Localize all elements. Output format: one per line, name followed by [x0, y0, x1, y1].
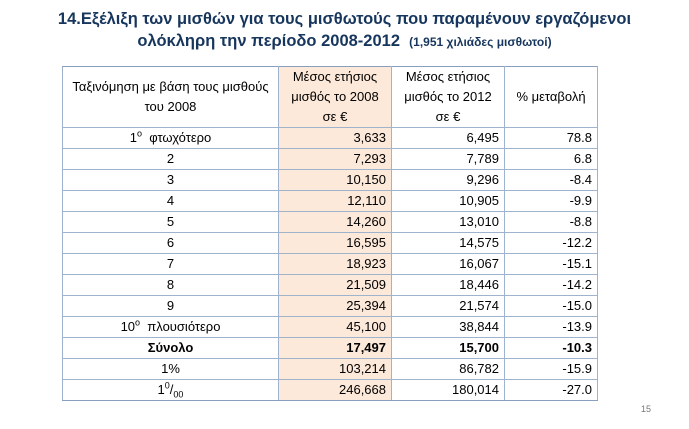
- row-label: 7: [62, 253, 279, 275]
- row-label-subscript: 00: [173, 389, 184, 400]
- row-label: 1ο φτωχότερο: [62, 127, 279, 149]
- header-classification: Ταξινόμηση με βάση τους μισθούς του 2008: [62, 66, 279, 128]
- row-label: 10ο πλουσιότερο: [62, 316, 279, 338]
- salary-2008-cell: 14,260: [278, 211, 392, 233]
- table-row: 2 7,293 7,789 6.8: [62, 148, 598, 170]
- salary-2008-cell: 16,595: [278, 232, 392, 254]
- salary-2008-cell: 17,497: [278, 337, 392, 359]
- percent-change-cell: -15.9: [504, 358, 598, 380]
- salary-2012-cell: 13,010: [391, 211, 505, 233]
- salary-2012-cell: 9,296: [391, 169, 505, 191]
- table-row: 10/00 246,668 180,014 -27.0: [62, 379, 598, 401]
- salary-2008-cell: 21,509: [278, 274, 392, 296]
- salary-2012-cell: 18,446: [391, 274, 505, 296]
- row-label: 3: [62, 169, 279, 191]
- header-salary-2012: Μέσος ετήσιος μισθός το 2012 σε €: [391, 66, 505, 128]
- row-label: 6: [62, 232, 279, 254]
- percent-change-cell: -15.0: [504, 295, 598, 317]
- salary-2012-cell: 15,700: [391, 337, 505, 359]
- percent-change-cell: -13.9: [504, 316, 598, 338]
- salary-table: Ταξινόμηση με βάση τους μισθούς του 2008…: [62, 66, 598, 401]
- table-row: 6 16,595 14,575 -12.2: [62, 232, 598, 254]
- salary-2008-cell: 12,110: [278, 190, 392, 212]
- row-label: 5: [62, 211, 279, 233]
- table-row: Σύνολο 17,497 15,700 -10.3: [62, 337, 598, 359]
- percent-change-cell: -9.9: [504, 190, 598, 212]
- row-label: 8: [62, 274, 279, 296]
- slide-title: 14.Εξέλιξη των μισθών για τους μισθωτούς…: [0, 8, 689, 53]
- table-row: 1ο φτωχότερο 3,633 6,495 78.8: [62, 127, 598, 149]
- table-row: 1% 103,214 86,782 -15.9: [62, 358, 598, 380]
- salary-2008-cell: 7,293: [278, 148, 392, 170]
- salary-2008-cell: 18,923: [278, 253, 392, 275]
- salary-2012-cell: 16,067: [391, 253, 505, 275]
- table-row: 8 21,509 18,446 -14.2: [62, 274, 598, 296]
- salary-2012-cell: 6,495: [391, 127, 505, 149]
- row-label-number: 10: [120, 319, 136, 334]
- table-header-row: Ταξινόμηση με βάση τους μισθούς του 2008…: [62, 66, 598, 128]
- percent-change-cell: 6.8: [504, 148, 598, 170]
- table-row: 3 10,150 9,296 -8.4: [62, 169, 598, 191]
- title-note: (1,951 χιλιάδες μισθωτοί): [409, 35, 552, 49]
- percent-change-cell: -14.2: [504, 274, 598, 296]
- title-line-2: ολόκληρη την περίοδο 2008-2012 (1,951 χι…: [0, 30, 689, 53]
- salary-2012-cell: 180,014: [391, 379, 505, 401]
- table-row: 5 14,260 13,010 -8.8: [62, 211, 598, 233]
- row-label-number: 1: [157, 382, 165, 397]
- salary-2008-cell: 10,150: [278, 169, 392, 191]
- row-label: 2: [62, 148, 279, 170]
- salary-2008-cell: 103,214: [278, 358, 392, 380]
- table-row: 10ο πλουσιότερο 45,100 38,844 -13.9: [62, 316, 598, 338]
- percent-change-cell: -27.0: [504, 379, 598, 401]
- percent-change-cell: -12.2: [504, 232, 598, 254]
- salary-2012-cell: 10,905: [391, 190, 505, 212]
- salary-2012-cell: 14,575: [391, 232, 505, 254]
- header-percent-change: % μεταβολή: [504, 66, 598, 128]
- salary-2012-cell: 21,574: [391, 295, 505, 317]
- table-row: 7 18,923 16,067 -15.1: [62, 253, 598, 275]
- row-label-number: 1: [129, 130, 137, 145]
- row-label-superscript: 0: [164, 380, 170, 391]
- salary-2012-cell: 86,782: [391, 358, 505, 380]
- row-label: Σύνολο: [62, 337, 279, 359]
- page-number: 15: [640, 404, 651, 414]
- percent-change-cell: -8.8: [504, 211, 598, 233]
- percent-change-cell: -10.3: [504, 337, 598, 359]
- salary-2012-cell: 7,789: [391, 148, 505, 170]
- salary-2008-cell: 25,394: [278, 295, 392, 317]
- title-line-1: 14.Εξέλιξη των μισθών για τους μισθωτούς…: [57, 10, 632, 28]
- row-label: 9: [62, 295, 279, 317]
- salary-2008-cell: 3,633: [278, 127, 392, 149]
- title-line-2-text: ολόκληρη την περίοδο 2008-2012: [137, 32, 400, 50]
- table-row: 9 25,394 21,574 -15.0: [62, 295, 598, 317]
- row-label: 1%: [62, 358, 279, 380]
- row-label-superscript: ο: [136, 128, 142, 139]
- header-salary-2008: Μέσος ετήσιος μισθός το 2008 σε €: [278, 66, 392, 128]
- row-label-text: πλουσιότερο: [147, 319, 221, 334]
- salary-2012-cell: 38,844: [391, 316, 505, 338]
- salary-2008-cell: 45,100: [278, 316, 392, 338]
- salary-2008-cell: 246,668: [278, 379, 392, 401]
- percent-change-cell: -8.4: [504, 169, 598, 191]
- row-label: 4: [62, 190, 279, 212]
- row-label: 10/00: [62, 379, 279, 401]
- row-label-superscript: ο: [135, 317, 141, 328]
- percent-change-cell: 78.8: [504, 127, 598, 149]
- table-row: 4 12,110 10,905 -9.9: [62, 190, 598, 212]
- row-label-text: φτωχότερο: [149, 130, 212, 145]
- percent-change-cell: -15.1: [504, 253, 598, 275]
